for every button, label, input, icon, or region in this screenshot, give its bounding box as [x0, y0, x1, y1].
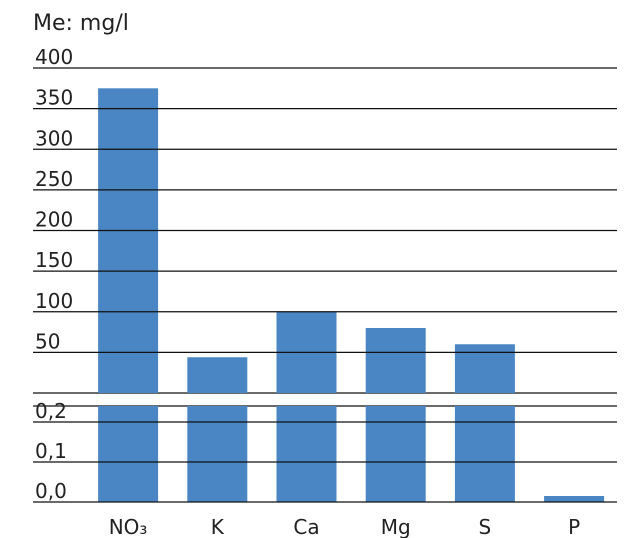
x-tick-label: Ca — [293, 515, 319, 538]
x-tick-label: P — [568, 515, 580, 538]
bar — [365, 328, 426, 502]
y-tick-label: 0,2 — [35, 399, 67, 423]
bar-lower-part — [454, 406, 515, 502]
x-tick-label: Mg — [381, 515, 411, 538]
y-tick-label: 200 — [35, 208, 73, 232]
bar-upper-part — [98, 88, 159, 393]
bar-lower-part — [276, 406, 337, 502]
bar-lower-part — [365, 406, 426, 502]
y-tick-label: 300 — [35, 126, 73, 150]
y-tick-label: 100 — [35, 289, 73, 313]
x-tick-label: K — [211, 515, 225, 538]
y-tick-label: 0,1 — [35, 439, 67, 463]
chart-title: Me: mg/l — [33, 11, 129, 36]
bar-upper-part — [454, 344, 515, 393]
bar-upper-part — [365, 328, 426, 393]
y-tick-label: 50 — [35, 329, 60, 353]
bar-lower-part — [187, 406, 248, 502]
bar — [187, 357, 248, 502]
bar-upper-part — [187, 357, 248, 393]
y-tick-label: 0,0 — [35, 479, 67, 503]
y-tick-label: 400 — [35, 45, 73, 69]
bar — [544, 496, 605, 502]
x-tick-label: S — [479, 515, 492, 538]
bar — [98, 88, 159, 502]
bar — [276, 311, 337, 502]
y-tick-label: 150 — [35, 248, 73, 272]
bar-lower-part — [544, 496, 605, 502]
bar — [454, 344, 515, 502]
bar-lower-part — [98, 406, 159, 502]
x-tick-label: NO₃ — [109, 515, 148, 538]
y-tick-label: 350 — [35, 86, 73, 110]
y-tick-label: 250 — [35, 167, 73, 191]
